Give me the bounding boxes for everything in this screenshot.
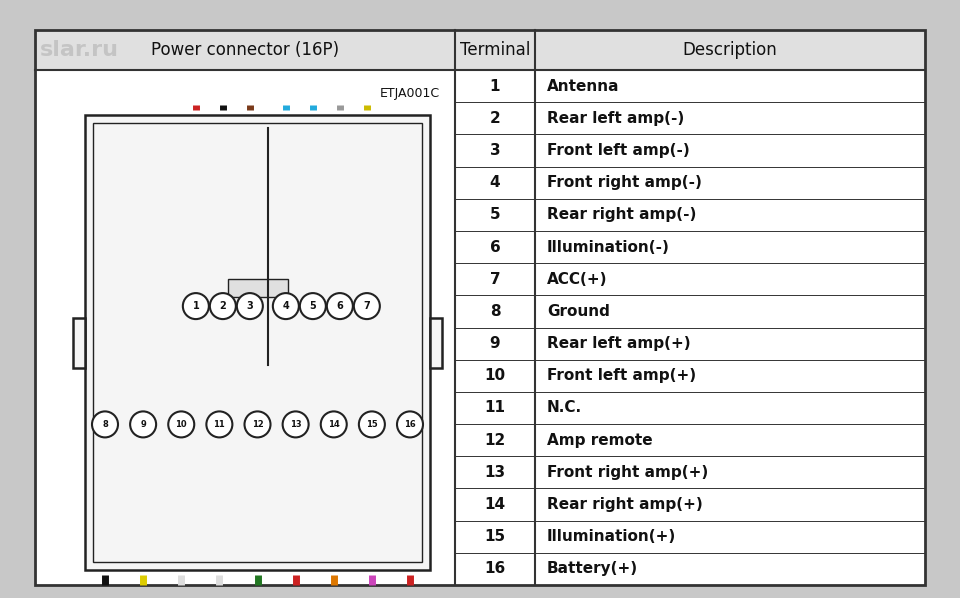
Text: slar.ru: slar.ru	[40, 40, 119, 60]
Circle shape	[282, 411, 308, 437]
Text: Power connector (16P): Power connector (16P)	[151, 41, 339, 59]
Circle shape	[397, 411, 423, 437]
Text: ACC(+): ACC(+)	[547, 271, 608, 286]
Text: N.C.: N.C.	[547, 401, 582, 416]
Text: 16: 16	[404, 420, 416, 429]
Circle shape	[300, 293, 325, 319]
Text: 9: 9	[140, 420, 146, 429]
Text: 14: 14	[485, 497, 506, 512]
Circle shape	[321, 411, 347, 437]
Text: Antenna: Antenna	[547, 78, 619, 94]
Circle shape	[245, 411, 271, 437]
Text: 13: 13	[485, 465, 506, 480]
Circle shape	[131, 411, 156, 437]
Text: Rear right amp(-): Rear right amp(-)	[547, 208, 696, 222]
Circle shape	[326, 293, 353, 319]
Circle shape	[182, 293, 209, 319]
Circle shape	[359, 411, 385, 437]
Text: ETJA001C: ETJA001C	[380, 87, 440, 99]
Text: Illumination(-): Illumination(-)	[547, 240, 670, 255]
Text: Front right amp(+): Front right amp(+)	[547, 465, 708, 480]
Text: 5: 5	[309, 301, 316, 311]
Text: 7: 7	[364, 301, 371, 311]
Text: 11: 11	[485, 401, 506, 416]
Text: Battery(+): Battery(+)	[547, 562, 638, 576]
Text: 2: 2	[490, 111, 500, 126]
Bar	[85, 115, 430, 570]
Text: 1: 1	[490, 78, 500, 94]
Text: Front right amp(-): Front right amp(-)	[547, 175, 702, 190]
Text: 8: 8	[490, 304, 500, 319]
Text: Front left amp(-): Front left amp(-)	[547, 143, 689, 158]
Text: 1: 1	[192, 301, 200, 311]
Text: 4: 4	[490, 175, 500, 190]
Text: 12: 12	[485, 433, 506, 448]
Text: Rear left amp(-): Rear left amp(-)	[547, 111, 684, 126]
Circle shape	[210, 293, 236, 319]
Text: 11: 11	[213, 420, 226, 429]
Bar	[73, 318, 85, 368]
Text: 12: 12	[252, 420, 263, 429]
Text: 2: 2	[220, 301, 227, 311]
Text: Ground: Ground	[547, 304, 610, 319]
Circle shape	[237, 293, 263, 319]
Circle shape	[206, 411, 232, 437]
Circle shape	[273, 293, 299, 319]
Bar	[35, 30, 925, 70]
Text: Illumination(+): Illumination(+)	[547, 529, 676, 544]
Text: 3: 3	[490, 143, 500, 158]
Text: Description: Description	[683, 41, 778, 59]
Bar	[93, 123, 422, 562]
Text: 8: 8	[102, 420, 108, 429]
Text: 10: 10	[485, 368, 506, 383]
Text: 6: 6	[490, 240, 500, 255]
Circle shape	[92, 411, 118, 437]
Text: 3: 3	[247, 301, 253, 311]
Text: 14: 14	[328, 420, 340, 429]
Text: 6: 6	[336, 301, 344, 311]
Text: Rear right amp(+): Rear right amp(+)	[547, 497, 703, 512]
Text: Terminal: Terminal	[460, 41, 530, 59]
Circle shape	[168, 411, 194, 437]
Bar	[228, 279, 287, 297]
Circle shape	[354, 293, 380, 319]
Bar	[430, 318, 442, 368]
Text: Amp remote: Amp remote	[547, 433, 653, 448]
Text: Front left amp(+): Front left amp(+)	[547, 368, 696, 383]
Text: 5: 5	[490, 208, 500, 222]
Text: 7: 7	[490, 271, 500, 286]
Text: 9: 9	[490, 336, 500, 351]
Text: 16: 16	[485, 562, 506, 576]
Text: Rear left amp(+): Rear left amp(+)	[547, 336, 690, 351]
Text: 10: 10	[176, 420, 187, 429]
Text: 4: 4	[282, 301, 289, 311]
Text: 13: 13	[290, 420, 301, 429]
Text: 15: 15	[366, 420, 377, 429]
Text: 15: 15	[485, 529, 506, 544]
